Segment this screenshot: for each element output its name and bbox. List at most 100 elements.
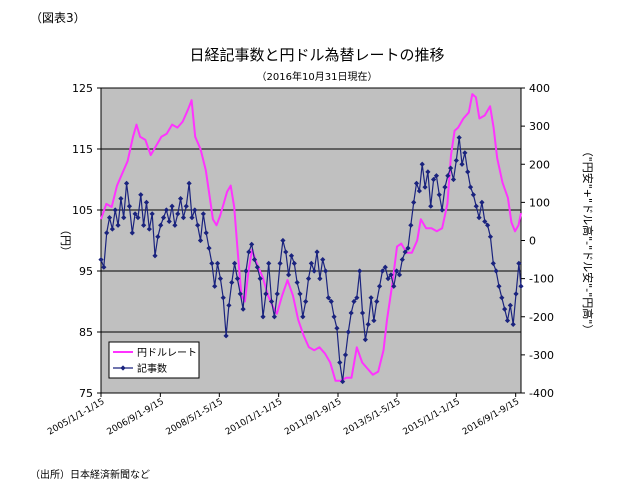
article-count-marker <box>112 207 118 213</box>
article-count-marker <box>158 222 164 228</box>
article-count-marker <box>442 184 448 190</box>
article-count-marker <box>109 226 115 232</box>
article-count-marker <box>487 234 494 240</box>
article-count-marker <box>499 295 505 301</box>
article-count-marker <box>149 211 155 217</box>
article-count-marker <box>340 378 346 385</box>
y-right-tick-label: 100 <box>529 196 550 209</box>
article-count-marker <box>484 222 491 228</box>
y-right-axis-title: （"円安"+"ドル高"-"ドル安"-"円高"） <box>581 146 595 336</box>
article-count-marker <box>425 169 431 175</box>
article-count-marker <box>413 180 420 186</box>
article-count-marker <box>422 184 428 190</box>
article-count-marker <box>251 256 258 263</box>
article-count-marker <box>163 207 169 213</box>
article-count-marker <box>328 298 334 305</box>
article-count-marker <box>106 215 113 221</box>
article-count-marker <box>189 215 195 221</box>
x-tick-label: 2006/9/1-9/15 <box>106 397 166 438</box>
article-count-marker <box>408 222 414 228</box>
article-count-marker <box>294 279 300 286</box>
y-left-tick-label: 75 <box>79 387 93 400</box>
article-count-marker <box>359 310 366 316</box>
article-count-marker <box>317 276 323 282</box>
article-count-marker <box>376 283 383 289</box>
x-tick-label: 2013/5/1-5/15 <box>342 397 402 438</box>
article-count-marker <box>300 314 306 320</box>
article-count-marker <box>268 298 275 305</box>
article-count-marker <box>286 272 292 278</box>
article-count-marker <box>428 203 434 209</box>
y-left-tick-label: 85 <box>79 326 93 339</box>
chart-subtitle: （2016年10月31日現在） <box>256 72 378 83</box>
article-count-marker <box>311 268 317 274</box>
article-count-marker <box>314 249 320 255</box>
y-right-tick-label: 400 <box>529 82 550 95</box>
article-count-marker <box>419 161 425 167</box>
article-count-marker <box>183 203 189 209</box>
y-left-tick-label: 125 <box>72 82 93 95</box>
article-count-marker <box>121 215 127 221</box>
article-count-marker <box>263 291 269 297</box>
article-count-marker <box>101 264 107 270</box>
article-count-marker <box>277 260 283 266</box>
article-count-marker <box>365 321 371 327</box>
yen-rate-line <box>100 93 522 382</box>
article-count-marker <box>430 176 437 183</box>
article-count-marker <box>411 199 417 205</box>
article-count-marker <box>382 264 388 270</box>
article-count-marker <box>362 337 368 343</box>
article-count-marker <box>399 256 405 263</box>
article-count-marker <box>186 180 192 186</box>
y-right-tick-label: 0 <box>529 235 536 248</box>
article-count-marker <box>325 295 332 301</box>
article-count-marker <box>322 268 329 274</box>
source-note: （出所）日本経済新聞など <box>30 470 150 481</box>
article-count-marker <box>473 203 479 209</box>
article-count-marker <box>180 215 187 221</box>
article-count-marker <box>177 195 184 202</box>
article-count-marker <box>470 192 476 198</box>
article-count-marker <box>502 306 508 312</box>
article-count-marker <box>331 314 337 320</box>
x-tick-label: 2015/1/1-1/15 <box>401 397 461 438</box>
article-count-marker <box>155 234 161 240</box>
article-count-marker <box>203 230 209 236</box>
article-count-marker <box>448 165 454 171</box>
article-count-marker <box>436 192 442 198</box>
article-count-marker <box>405 245 411 251</box>
article-count-marker <box>104 230 110 236</box>
article-count-marker <box>371 317 377 324</box>
article-count-marker <box>146 226 152 232</box>
article-count-marker <box>456 134 462 141</box>
article-count-marker <box>118 195 124 202</box>
article-count-marker <box>476 215 482 221</box>
article-count-marker <box>234 276 241 282</box>
article-count-marker <box>402 249 408 255</box>
article-count-marker <box>504 317 511 324</box>
article-count-marker <box>280 237 286 244</box>
x-tick-label: 2008/5/1-5/15 <box>164 397 224 438</box>
article-count-marker <box>439 207 445 213</box>
legend-box <box>108 341 200 379</box>
article-count-marker <box>254 264 260 270</box>
article-count-marker <box>172 222 178 228</box>
article-count-marker <box>115 222 121 228</box>
article-count-marker <box>192 207 198 213</box>
article-count-marker <box>214 260 221 266</box>
article-count-marker <box>209 260 215 266</box>
article-count-marker <box>217 276 223 282</box>
article-count-marker <box>129 230 135 236</box>
article-count-marker <box>152 253 158 259</box>
article-count-marker <box>257 276 263 282</box>
y-right-tick-label: 200 <box>529 158 550 171</box>
article-count-marker <box>132 211 138 217</box>
article-count-marker <box>453 157 459 164</box>
y-left-tick-label: 105 <box>72 204 93 217</box>
article-count-marker <box>246 249 252 255</box>
article-count-marker <box>320 256 326 263</box>
article-count-marker <box>516 260 522 266</box>
article-count-marker <box>467 184 474 190</box>
article-count-marker <box>351 298 357 305</box>
article-count-marker <box>175 211 181 217</box>
